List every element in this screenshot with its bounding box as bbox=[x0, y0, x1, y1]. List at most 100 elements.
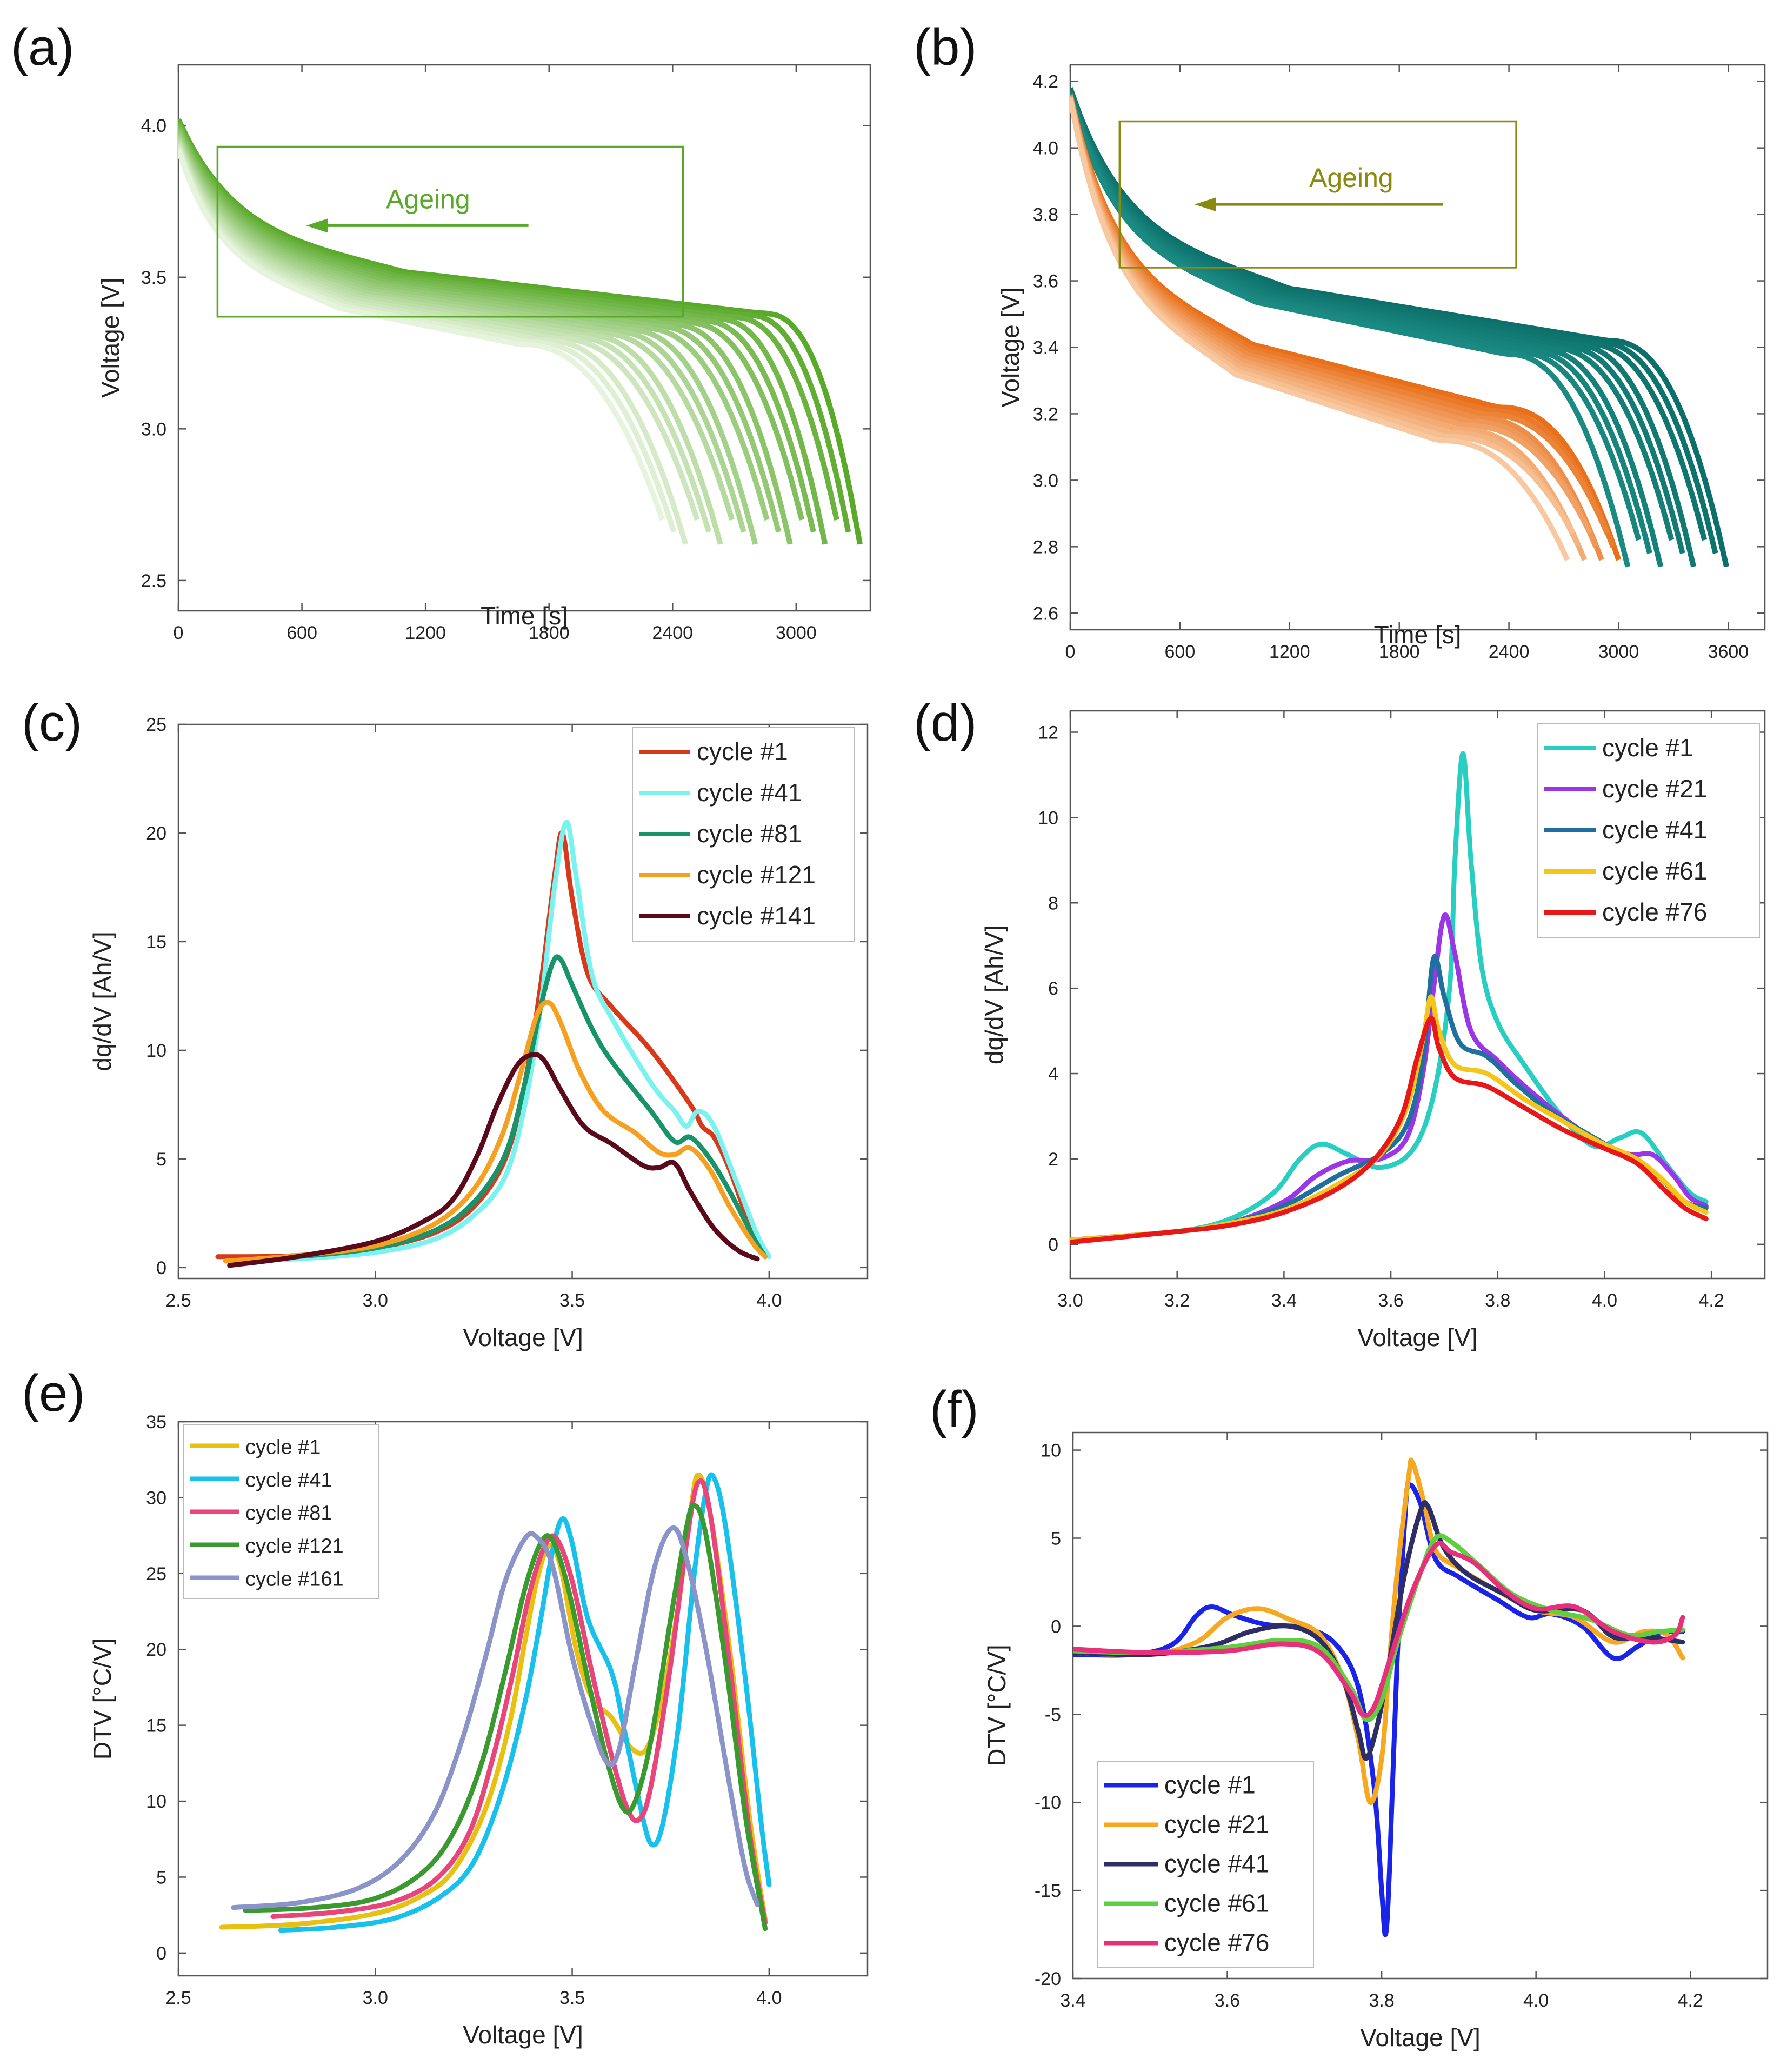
y-tick-label: 0 bbox=[1048, 1235, 1058, 1255]
x-tick-label: 2400 bbox=[652, 623, 693, 643]
y-tick-label: -15 bbox=[1035, 1881, 1061, 1901]
x-tick-label: 4.2 bbox=[1678, 1990, 1703, 2011]
legend-entry: cycle #61 bbox=[1602, 857, 1707, 885]
x-axis-label: Time [s] bbox=[481, 602, 568, 630]
y-tick-label: 20 bbox=[146, 1640, 166, 1660]
y-tick-label: 10 bbox=[146, 1041, 166, 1061]
curve-family bbox=[178, 118, 863, 545]
series-line-cycle-41 bbox=[278, 1472, 772, 1933]
y-tick-label: 10 bbox=[1041, 1441, 1061, 1461]
legend-entry: cycle #1 bbox=[1164, 1771, 1256, 1799]
series-group bbox=[1073, 1457, 1685, 1937]
ageing-annotation: Ageing bbox=[1309, 163, 1393, 193]
y-tick-label: 25 bbox=[146, 1564, 166, 1584]
ageing-box bbox=[216, 145, 684, 318]
x-tick-label: 4.0 bbox=[1523, 1990, 1549, 2011]
y-axis-label: DTV [°C/V] bbox=[983, 1644, 1011, 1766]
y-tick-label: 15 bbox=[146, 1716, 166, 1736]
discharge-curve-teal bbox=[1070, 94, 1631, 568]
y-tick-label: 8 bbox=[1048, 893, 1058, 914]
legend-entry: cycle #121 bbox=[245, 1535, 344, 1558]
y-tick-label: -10 bbox=[1035, 1793, 1061, 1813]
series-group bbox=[219, 1472, 772, 1933]
y-tick-label: 3.6 bbox=[1033, 271, 1058, 292]
series-line-cycle-41 bbox=[1070, 954, 1709, 1243]
discharge-curve-orange bbox=[1070, 97, 1570, 562]
y-tick-label: 5 bbox=[156, 1867, 166, 1888]
x-axis-label: Voltage [V] bbox=[463, 2021, 583, 2049]
x-tick-label: 3.8 bbox=[1369, 1990, 1394, 2011]
x-tick-label: 3.4 bbox=[1060, 1990, 1085, 2011]
legend-entry: cycle #1 bbox=[245, 1436, 321, 1459]
x-tick-label: 3000 bbox=[1598, 642, 1639, 662]
x-tick-label: 3.8 bbox=[1485, 1290, 1510, 1311]
y-tick-label: 12 bbox=[1038, 722, 1058, 743]
legend-entry: cycle #41 bbox=[245, 1469, 332, 1492]
chart-panel-d: (d) 3.0 3.2 3.4 3.6 3.8 4.0 4.2 0 2 4 6 8 10 12 cycle #… bbox=[913, 694, 1766, 1351]
y-tick-label: 0 bbox=[156, 1258, 166, 1278]
x-tick-label: 3.4 bbox=[1271, 1290, 1297, 1311]
x-tick-label: 1800 bbox=[1379, 642, 1420, 662]
y-tick-label: 5 bbox=[1051, 1528, 1061, 1549]
y-tick-label: -20 bbox=[1035, 1969, 1061, 1989]
ageing-box bbox=[1118, 120, 1517, 269]
x-tick-label: 3.2 bbox=[1164, 1290, 1190, 1311]
y-tick-label: 2 bbox=[1048, 1149, 1058, 1170]
series-line-cycle-121 bbox=[223, 1000, 768, 1264]
y-tick-label: 35 bbox=[146, 1412, 166, 1433]
x-tick-label: 3.6 bbox=[1215, 1990, 1240, 2011]
panel-label: (a) bbox=[11, 18, 74, 76]
curve-family bbox=[1070, 87, 1729, 568]
legend-entry: cycle #1 bbox=[1602, 734, 1693, 762]
chart-panel-e: (e) 2.5 3.0 3.5 4.0 0 5 10 15 20 25 30 35 cycle #1 cyc… bbox=[22, 1364, 869, 2049]
x-tick-label: 1800 bbox=[529, 623, 570, 643]
panel-label: (c) bbox=[22, 694, 82, 752]
legend-entry: cycle #41 bbox=[697, 778, 802, 807]
panel-label: (b) bbox=[913, 18, 977, 76]
x-tick-label: 4.0 bbox=[1592, 1290, 1617, 1311]
legend-entry: cycle #61 bbox=[1164, 1889, 1269, 1917]
x-tick-label: 4.0 bbox=[756, 1290, 782, 1311]
y-tick-label: 3.5 bbox=[141, 268, 166, 288]
x-tick-label: 600 bbox=[1165, 642, 1196, 662]
y-tick-label: 0 bbox=[1051, 1616, 1061, 1637]
series-group bbox=[215, 820, 772, 1268]
series-line-cycle-76 bbox=[1070, 1015, 1709, 1245]
panel-label: (d) bbox=[913, 694, 977, 752]
plot-frame bbox=[177, 64, 871, 612]
y-tick-label: 3.8 bbox=[1033, 205, 1058, 225]
ageing-annotation: Ageing bbox=[386, 184, 470, 214]
x-axis-label: Voltage [V] bbox=[1357, 1323, 1478, 1351]
plot-frame bbox=[177, 1421, 869, 1977]
plot-frame bbox=[1072, 1431, 1769, 1980]
x-tick-label: 3.6 bbox=[1378, 1290, 1403, 1311]
x-tick-label: 600 bbox=[286, 623, 317, 643]
legend-entry: cycle #81 bbox=[697, 820, 802, 848]
x-tick-label: 3.0 bbox=[363, 1988, 388, 2008]
x-tick-label: 0 bbox=[1065, 642, 1076, 662]
x-tick-label: 3600 bbox=[1708, 642, 1749, 662]
series-line-cycle-161 bbox=[231, 1525, 760, 1910]
x-tick-label: 2400 bbox=[1489, 642, 1530, 662]
x-tick-label: 3.0 bbox=[363, 1290, 388, 1311]
y-axis-label: Voltage [V] bbox=[96, 278, 124, 398]
x-tick-label: 4.2 bbox=[1699, 1290, 1724, 1311]
series-line-cycle-141 bbox=[227, 1052, 760, 1268]
legend-entry: cycle #161 bbox=[245, 1568, 344, 1591]
chart-panel-f: (f) 3.4 3.6 3.8 4.0 4.2 -20 -15 -10 -5 0 5 10 cycle #… bbox=[930, 1381, 1769, 2051]
y-tick-label: 10 bbox=[1038, 808, 1058, 828]
series-line-cycle-21 bbox=[1073, 1457, 1685, 1805]
x-tick-label: 1200 bbox=[1269, 642, 1310, 662]
y-tick-label: 4.0 bbox=[1033, 138, 1058, 159]
legend-entry: cycle #41 bbox=[1602, 816, 1707, 844]
legend-entry: cycle #1 bbox=[697, 737, 788, 765]
x-tick-label: 4.0 bbox=[756, 1988, 782, 2008]
plot-frame bbox=[1069, 710, 1766, 1280]
series-group bbox=[1070, 751, 1709, 1245]
x-axis-label: Voltage [V] bbox=[1360, 2023, 1481, 2051]
series-line-cycle-21 bbox=[1070, 912, 1709, 1243]
y-tick-label: 30 bbox=[146, 1488, 166, 1508]
x-tick-label: 0 bbox=[174, 623, 184, 643]
x-tick-label: 3.5 bbox=[559, 1988, 585, 2008]
